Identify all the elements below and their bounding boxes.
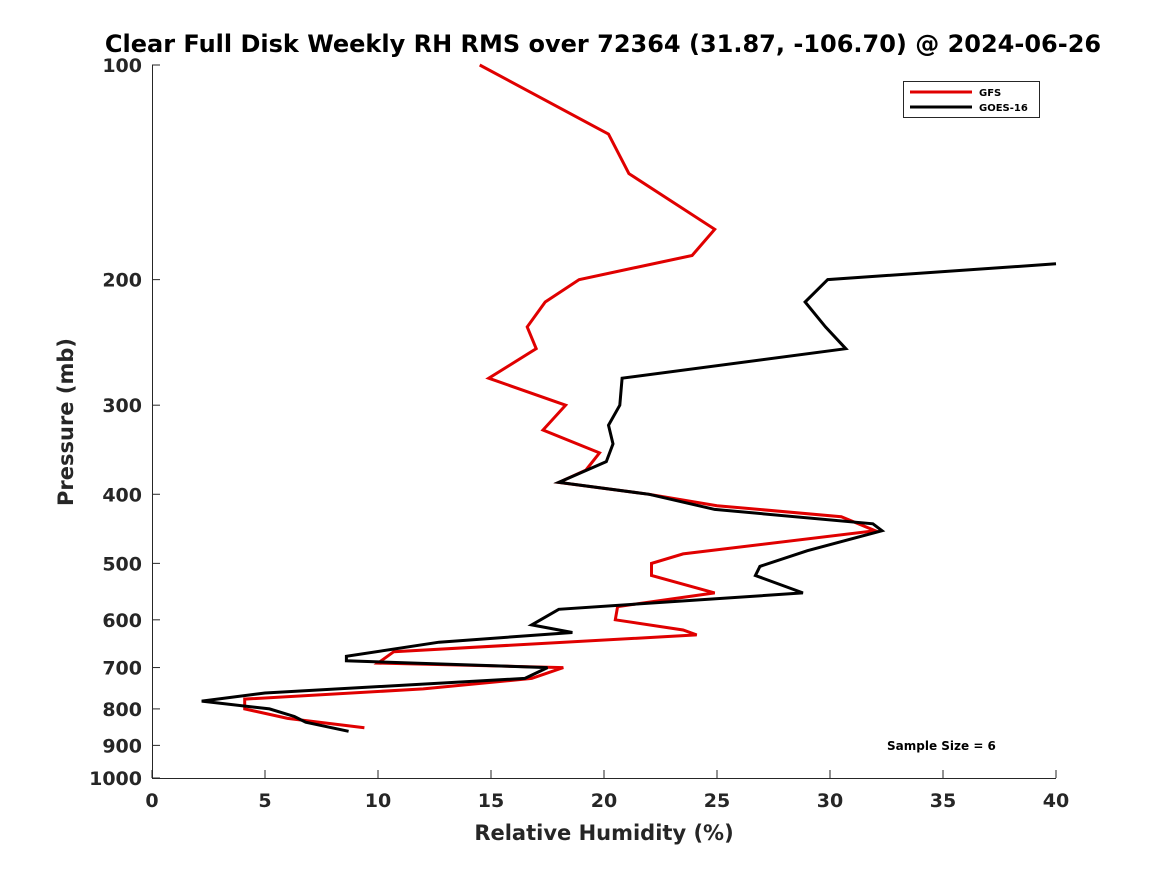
- y-tick-label: 1000: [89, 768, 142, 790]
- y-tick-label: 300: [102, 395, 142, 417]
- x-tick-label: 5: [258, 790, 271, 812]
- y-tick-label: 200: [102, 270, 142, 292]
- legend-label-goes16: GOES-16: [979, 103, 1028, 114]
- y-axis-label: Pressure (mb): [54, 338, 78, 506]
- y-tick-label: 100: [102, 55, 142, 77]
- y-tick-label: 400: [102, 484, 142, 506]
- legend-box: [903, 81, 1040, 118]
- x-axis-label: Relative Humidity (%): [474, 821, 733, 845]
- x-tick-label: 20: [591, 790, 617, 812]
- x-tick-label: 25: [704, 790, 730, 812]
- y-tick-label: 600: [102, 610, 142, 632]
- y-axis-ticks: 100 200 300 400 500 600 700 800 900 1000: [89, 55, 160, 790]
- legend: GFS GOES-16: [903, 81, 1040, 118]
- y-tick-label: 800: [102, 699, 142, 721]
- y-tick-label: 700: [102, 658, 142, 680]
- x-tick-label: 0: [145, 790, 158, 812]
- y-tick-label: 500: [102, 553, 142, 575]
- x-tick-label: 15: [478, 790, 504, 812]
- y-tick-label: 900: [102, 735, 142, 757]
- plot-area: [152, 65, 1056, 779]
- series-line-goes16: [201, 262, 1057, 733]
- x-axis-ticks: 0 5 10 15 20 25 30 35 40: [145, 770, 1069, 812]
- x-tick-label: 35: [930, 790, 956, 812]
- legend-label-gfs: GFS: [979, 88, 1001, 99]
- series-lines: [201, 63, 1057, 733]
- chart-title: Clear Full Disk Weekly RH RMS over 72364…: [105, 30, 1101, 58]
- x-tick-label: 40: [1043, 790, 1069, 812]
- x-tick-label: 10: [365, 790, 391, 812]
- x-tick-label: 30: [817, 790, 843, 812]
- sample-size-annotation: Sample Size = 6: [887, 739, 996, 753]
